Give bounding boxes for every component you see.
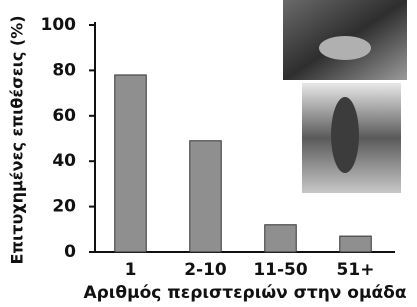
bar: [340, 236, 372, 252]
photo-pigeon-bird: [319, 36, 371, 60]
x-tick-label: 11-50: [253, 260, 308, 280]
y-tick-label: 100: [41, 15, 77, 35]
chart: Αριθμός περιστεριών στην ομάδα Επιτυχημέ…: [0, 0, 417, 307]
photo-hawk-bird: [331, 97, 359, 173]
x-tick-label: 2-10: [184, 260, 227, 280]
x-tick-label: 51+: [337, 260, 375, 280]
y-tick-label: 60: [52, 106, 76, 126]
bar: [265, 225, 297, 252]
y-tick-label: 0: [64, 242, 76, 262]
x-tick-label: 1: [125, 260, 137, 280]
x-axis-title: Αριθμός περιστεριών στην ομάδα: [83, 283, 406, 303]
y-tick-label: 40: [52, 151, 76, 171]
y-tick-label: 20: [52, 197, 76, 217]
y-tick-label: 80: [52, 60, 76, 80]
bar: [115, 75, 147, 252]
y-axis-title: Επιτυχημένες επιθέσεις (%): [8, 15, 27, 264]
bar: [190, 141, 222, 252]
